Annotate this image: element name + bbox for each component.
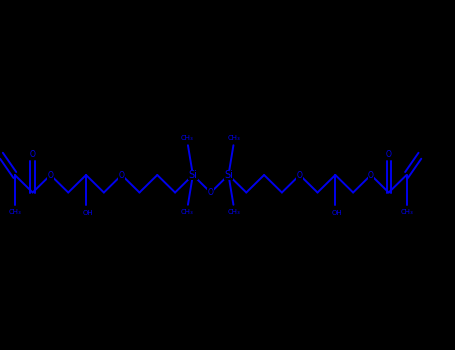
Text: CH₃: CH₃ — [9, 209, 21, 215]
Text: Si: Si — [224, 170, 233, 180]
Text: O: O — [368, 170, 374, 180]
Text: O: O — [208, 188, 213, 197]
Text: O: O — [47, 170, 53, 180]
Text: OH: OH — [332, 210, 342, 216]
Text: CH₃: CH₃ — [228, 209, 240, 215]
Text: OH: OH — [82, 210, 93, 216]
Text: Si: Si — [188, 170, 197, 180]
Text: CH₃: CH₃ — [181, 135, 194, 141]
Text: CH₃: CH₃ — [400, 209, 413, 215]
Text: O: O — [386, 150, 392, 159]
Text: O: O — [30, 150, 35, 159]
Text: O: O — [119, 170, 125, 180]
Text: CH₃: CH₃ — [228, 135, 240, 141]
Text: CH₃: CH₃ — [181, 209, 194, 215]
Text: O: O — [297, 170, 303, 180]
